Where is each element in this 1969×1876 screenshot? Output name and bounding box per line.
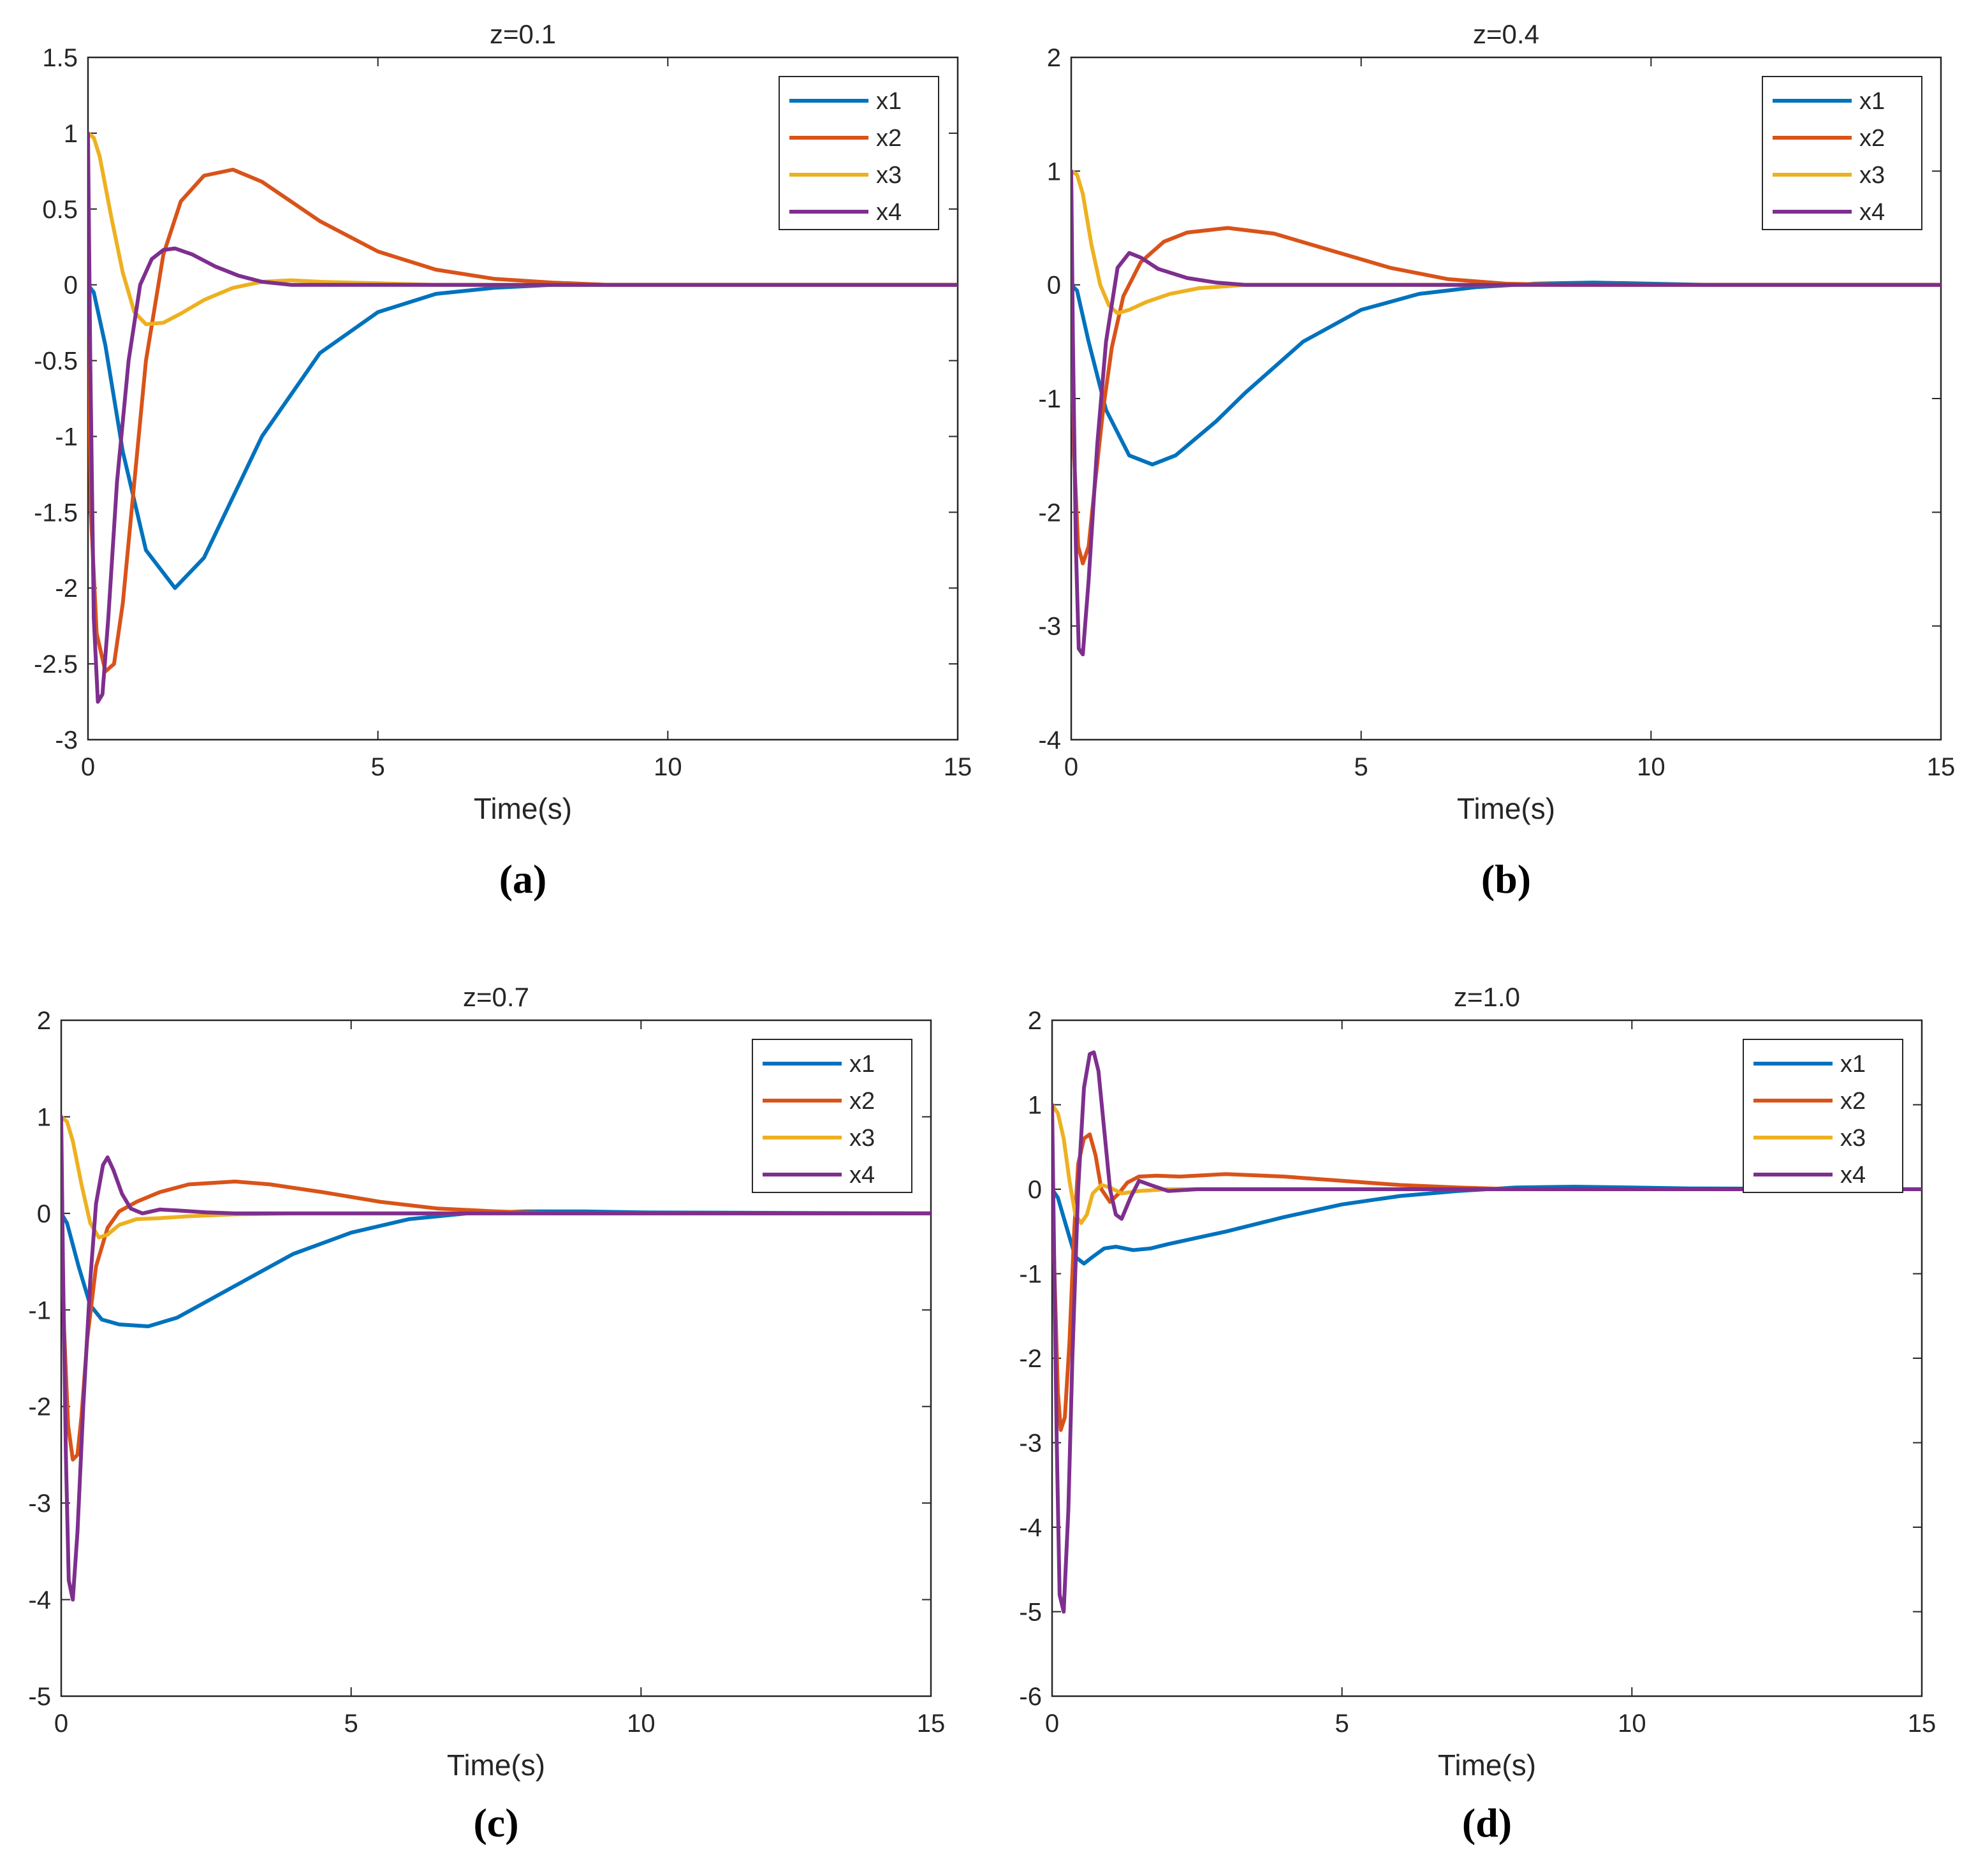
y-tick-label: 0 — [1047, 272, 1061, 300]
y-tick-label: 0 — [64, 272, 78, 300]
y-tick-label: -0.5 — [34, 348, 78, 376]
x-tick-label: 15 — [917, 1710, 946, 1738]
chart-panel-2: z=0.4 0 5 10 15 -4 -3 -2 -1 0 1 2 Time(s) x1 x2 x3 x4 (b) — [1038, 19, 1955, 902]
chart-title: z=0.4 — [1473, 19, 1539, 49]
y-tick-label: 2 — [1028, 1007, 1042, 1035]
y-tick-label: 0.5 — [42, 196, 78, 224]
series-line-x2 — [61, 1179, 931, 1462]
y-tick-label: 1 — [64, 120, 78, 148]
y-tick-label: -4 — [28, 1587, 51, 1615]
legend-label-x1: x1 — [1840, 1051, 1866, 1078]
y-tick-label: -5 — [28, 1683, 51, 1711]
x-tick-label: 10 — [627, 1710, 655, 1738]
x-tick-label: 0 — [81, 753, 95, 781]
y-tick-label: 1 — [37, 1103, 51, 1131]
x-axis-label: Time(s) — [474, 792, 572, 825]
x-tick-label: 15 — [944, 753, 972, 781]
panel-label: (b) — [1481, 856, 1531, 902]
y-tick-label: -3 — [1038, 613, 1061, 641]
series-line-x2 — [1052, 1132, 1922, 1432]
x-tick-label: 5 — [1354, 753, 1368, 781]
x-tick-label: 10 — [654, 753, 682, 781]
legend-label-x3: x3 — [876, 162, 902, 189]
chart-title: z=0.1 — [490, 19, 556, 49]
x-tick-label: 5 — [344, 1710, 358, 1738]
series-line-x4 — [61, 1115, 931, 1602]
y-tick-label: -1 — [28, 1296, 51, 1324]
series-line-x4 — [1052, 1050, 1922, 1614]
y-tick-label: 0 — [37, 1200, 51, 1228]
y-tick-label: -3 — [28, 1490, 51, 1518]
y-tick-label: 1 — [1047, 158, 1061, 186]
y-tick-label: -4 — [1019, 1514, 1042, 1542]
x-tick-label: 10 — [1618, 1710, 1646, 1738]
legend-label-x4: x4 — [1840, 1162, 1866, 1189]
legend-label-x2: x2 — [1859, 125, 1885, 152]
y-tick-label: -3 — [1019, 1430, 1042, 1458]
legend-label-x4: x4 — [849, 1162, 875, 1189]
x-tick-label: 15 — [1927, 753, 1956, 781]
legend-label-x1: x1 — [849, 1051, 875, 1078]
y-tick-label: -5 — [1019, 1599, 1042, 1627]
legend-label-x1: x1 — [876, 88, 902, 115]
legend-label-x4: x4 — [876, 199, 902, 226]
legend-label-x1: x1 — [1859, 88, 1885, 115]
series-line-x2 — [88, 168, 958, 673]
y-tick-label: -1 — [1019, 1261, 1042, 1289]
chart-title: z=0.7 — [463, 982, 529, 1012]
y-tick-label: -2 — [28, 1393, 51, 1421]
x-tick-label: 5 — [1335, 1710, 1349, 1738]
panel-label: (d) — [1462, 1800, 1512, 1845]
y-tick-label: -2 — [55, 575, 78, 603]
y-tick-label: 2 — [1047, 44, 1061, 72]
y-tick-label: 1 — [1028, 1092, 1042, 1120]
legend-label-x4: x4 — [1859, 199, 1885, 226]
x-tick-label: 0 — [1045, 1710, 1059, 1738]
legend-label-x2: x2 — [849, 1088, 875, 1115]
y-tick-label: -6 — [1019, 1683, 1042, 1711]
chart-panel-3: z=0.7 0 5 10 15 -5 -4 -3 -2 -1 0 1 2 Time(s) x1 x2 x3 x4 (… — [28, 982, 945, 1845]
series-line-x2 — [1071, 226, 1941, 566]
chart-panel-4: z=1.0 0 5 10 15 -6 -5 -4 -3 -2 -1 0 1 2 Time(s) x1 x2 x3 x… — [1019, 982, 1936, 1845]
x-tick-label: 0 — [54, 1710, 68, 1738]
x-tick-label: 10 — [1637, 753, 1665, 781]
x-tick-label: 0 — [1064, 753, 1078, 781]
y-tick-label: -2.5 — [34, 650, 78, 678]
x-tick-label: 15 — [1908, 1710, 1936, 1738]
y-tick-label: -1.5 — [34, 499, 78, 527]
legend-label-x2: x2 — [876, 125, 902, 152]
chart-title: z=1.0 — [1454, 982, 1520, 1012]
y-tick-label: -3 — [55, 726, 78, 754]
legend-label-x3: x3 — [1840, 1125, 1866, 1152]
legend-label-x2: x2 — [1840, 1088, 1866, 1115]
series-line-x3 — [1052, 1103, 1922, 1225]
series-line-x4 — [1071, 169, 1941, 657]
y-tick-label: 0 — [1028, 1176, 1042, 1204]
x-tick-label: 5 — [371, 753, 385, 781]
y-tick-label: -2 — [1019, 1345, 1042, 1373]
panel-label: (c) — [473, 1800, 518, 1845]
x-axis-label: Time(s) — [1438, 1748, 1536, 1782]
chart-panel-1: z=0.1 0 5 10 15 -3 -2.5 -2 -1.5 -1 -0.5 0 0.5 1 1.5 Tim… — [34, 19, 972, 902]
y-tick-label: 2 — [37, 1007, 51, 1035]
y-tick-label: 1.5 — [42, 44, 78, 72]
y-tick-label: -1 — [1038, 385, 1061, 413]
x-axis-label: Time(s) — [1457, 792, 1555, 825]
x-axis-label: Time(s) — [447, 1748, 545, 1782]
y-tick-label: -4 — [1038, 726, 1061, 754]
y-tick-label: -2 — [1038, 499, 1061, 527]
series-line-x1 — [1052, 1185, 1922, 1266]
series-line-x4 — [88, 131, 958, 704]
legend-label-x3: x3 — [849, 1125, 875, 1152]
y-tick-label: -1 — [55, 423, 78, 451]
panel-label: (a) — [499, 856, 547, 902]
legend-label-x3: x3 — [1859, 162, 1885, 189]
